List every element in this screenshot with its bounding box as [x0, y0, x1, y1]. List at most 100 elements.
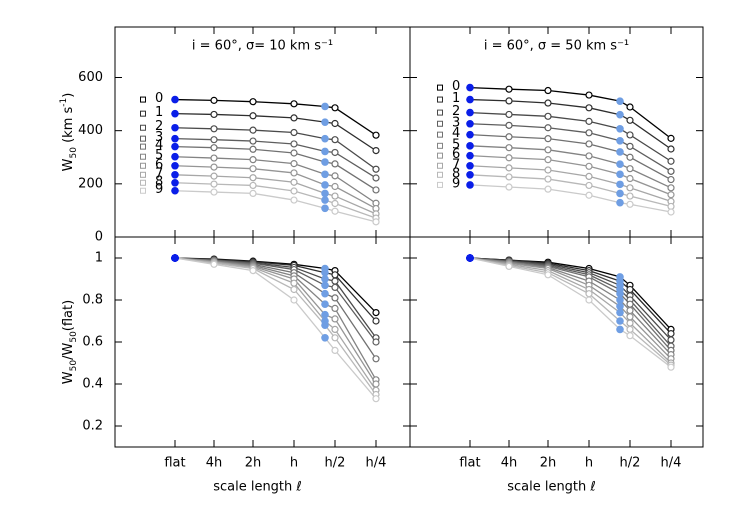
point: [544, 135, 552, 143]
x-tick-label: h/2: [325, 456, 346, 471]
point: [331, 271, 339, 279]
point: [331, 325, 339, 333]
point: [626, 200, 634, 208]
legend-label: 7: [155, 166, 163, 181]
legend-label: 3: [155, 130, 163, 145]
point: [667, 175, 675, 184]
highlight-point: [466, 170, 474, 179]
highlight-point: [321, 310, 329, 319]
legend-label: 5: [155, 148, 163, 163]
legend-label: 5: [452, 137, 460, 152]
point: [544, 146, 552, 154]
point: [372, 147, 380, 155]
point: [585, 191, 593, 199]
point: [667, 157, 675, 165]
legend-swatch: [437, 131, 443, 138]
point: [505, 183, 513, 191]
legend-label: 0: [155, 91, 163, 106]
point: [544, 271, 552, 279]
point: [249, 189, 257, 198]
point: [505, 164, 513, 172]
point: [585, 140, 593, 148]
point: [505, 173, 513, 181]
point: [249, 137, 257, 145]
highlight-point: [171, 95, 179, 104]
point: [585, 296, 593, 304]
point: [585, 162, 593, 170]
point: [331, 199, 339, 208]
point: [290, 160, 298, 168]
point: [372, 218, 380, 226]
highlight-point: [321, 196, 329, 204]
legend-label: 7: [452, 157, 460, 172]
point: [505, 97, 513, 105]
point: [544, 124, 552, 132]
point: [626, 153, 634, 161]
highlight-point: [616, 317, 624, 325]
point: [331, 160, 339, 168]
point: [585, 181, 593, 190]
legend-swatch: [437, 162, 443, 169]
point: [626, 142, 634, 150]
highlight-point: [171, 186, 179, 195]
y-axis-label-part: W: [61, 371, 76, 384]
point: [544, 175, 552, 183]
point: [331, 119, 339, 128]
legend-swatch: [140, 135, 146, 142]
series-line: [469, 257, 672, 351]
x-tick-label: h/4: [661, 456, 682, 471]
point: [331, 192, 339, 200]
highlight-point: [321, 289, 329, 298]
legend-swatch: [437, 120, 443, 127]
y-tick-label: 0: [95, 230, 103, 245]
point: [585, 290, 593, 298]
point: [290, 100, 298, 108]
x-axis-label: scale length ℓ: [213, 480, 302, 495]
point: [544, 86, 552, 95]
point: [210, 188, 218, 196]
highlight-point: [321, 321, 329, 330]
legend-label: 2: [155, 119, 163, 134]
point: [249, 98, 257, 106]
series-line: [174, 257, 377, 339]
highlight-point: [616, 97, 624, 105]
series-line: [174, 127, 377, 170]
point: [626, 319, 634, 327]
point: [667, 134, 675, 142]
highlight-point: [171, 161, 179, 170]
point: [331, 182, 339, 191]
point: [210, 180, 218, 188]
highlight-point: [321, 281, 329, 290]
highlight-point: [466, 95, 474, 104]
legend-swatch: [140, 153, 146, 160]
point: [667, 145, 675, 153]
point: [505, 133, 513, 141]
point: [372, 395, 380, 403]
highlight-point: [616, 325, 624, 334]
y-tick-label: 1: [95, 251, 103, 266]
highlight-point: [466, 130, 474, 139]
highlight-point: [616, 180, 624, 189]
point: [626, 306, 634, 315]
point: [210, 136, 218, 144]
legend-swatch: [437, 171, 443, 178]
y-tick-label: 0.6: [82, 335, 103, 350]
point: [331, 283, 339, 291]
point: [667, 167, 675, 175]
point: [290, 114, 298, 122]
point: [667, 336, 675, 344]
point: [626, 174, 634, 183]
plot-frame: [114, 236, 411, 448]
point: [249, 267, 257, 275]
highlight-point: [321, 181, 329, 189]
x-tick-label: 4h: [206, 456, 223, 471]
y-axis-label: W50 (km s-1): [59, 93, 79, 172]
legend-swatch: [140, 143, 146, 150]
point: [331, 136, 339, 144]
series-line: [174, 113, 377, 152]
highlight-point: [171, 152, 179, 161]
series-line: [174, 165, 377, 210]
series-line: [469, 165, 672, 202]
legend-label: 2: [452, 104, 460, 119]
panel-title: i = 60°, σ = 50 km s⁻¹: [484, 39, 629, 54]
